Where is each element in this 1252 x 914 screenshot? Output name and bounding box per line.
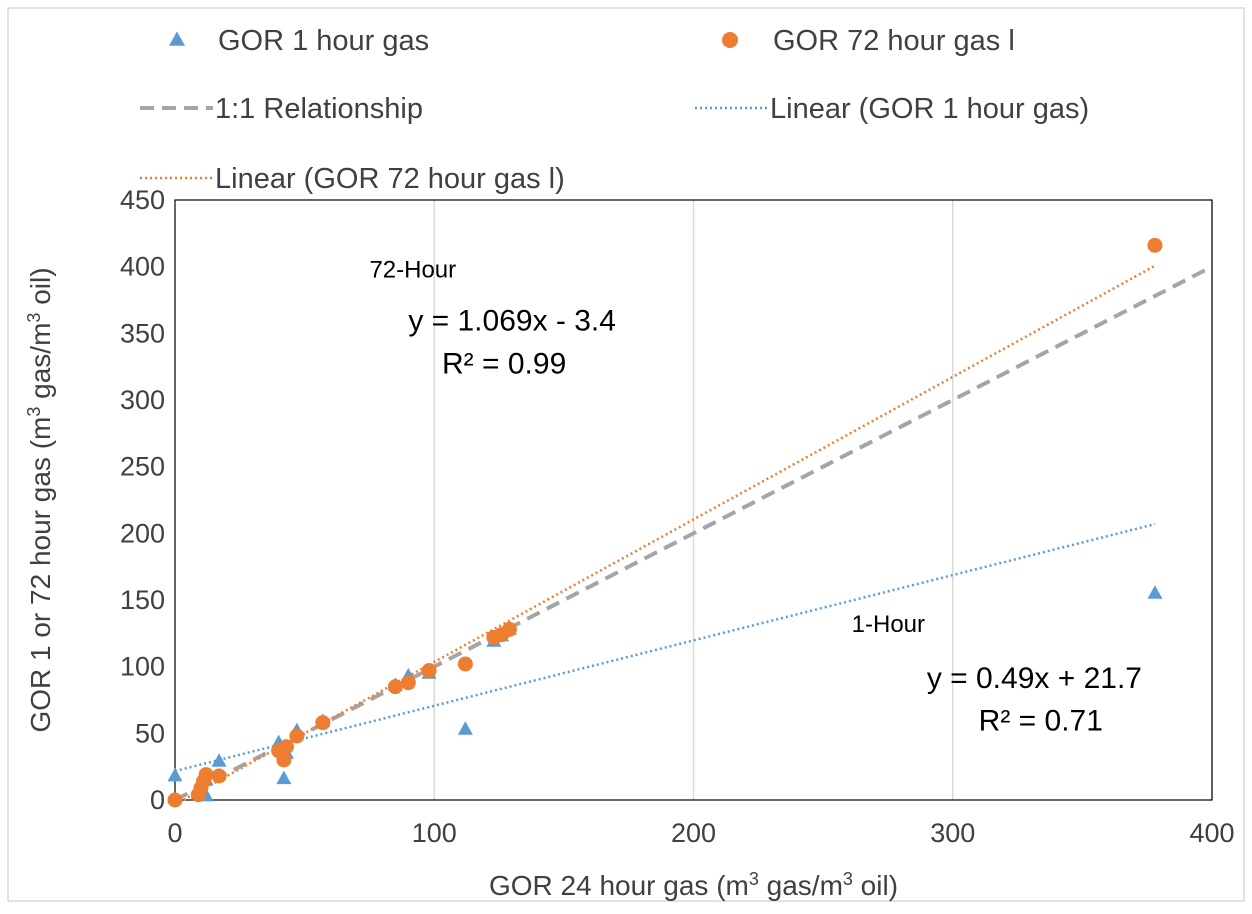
point-72-hour bbox=[289, 728, 305, 744]
legend: GOR 1 hour gas GOR 72 hour gas l 1:1 Relat… bbox=[140, 25, 1089, 195]
point-72-hour bbox=[387, 679, 403, 695]
y-tick-label: 50 bbox=[135, 718, 165, 748]
legend-item: Linear (GOR 72 hour gas l) bbox=[140, 163, 565, 195]
legend-triangle-icon bbox=[169, 31, 185, 46]
point-72-hour bbox=[400, 675, 416, 691]
legend-label: GOR 72 hour gas l bbox=[773, 25, 1015, 57]
y-tick-label: 200 bbox=[120, 518, 165, 548]
legend-item: GOR 72 hour gas l bbox=[722, 25, 1015, 57]
x-tick-label: 200 bbox=[671, 818, 716, 848]
legend-item: 1:1 Relationship bbox=[140, 93, 423, 125]
superscript: 3 bbox=[24, 407, 44, 417]
point-1-hour bbox=[1147, 585, 1163, 599]
superscript: 3 bbox=[24, 313, 44, 323]
y-axis-title: GOR 1 or 72 hour gas (m3 gas/m3 oil) bbox=[24, 267, 56, 732]
data-points bbox=[167, 237, 1163, 808]
line-linear-gor-1-hour-gas- bbox=[174, 522, 1156, 773]
point-72-hour bbox=[421, 663, 437, 679]
point-1-hour bbox=[457, 721, 473, 735]
point-72-hour bbox=[167, 792, 183, 808]
y-tick-label: 0 bbox=[150, 785, 165, 815]
point-72-hour bbox=[1147, 237, 1163, 253]
plot-area bbox=[174, 199, 1213, 801]
point-1-hour bbox=[276, 770, 292, 785]
y-tick-label: 250 bbox=[120, 452, 165, 482]
legend-label: Linear (GOR 72 hour gas l) bbox=[215, 163, 565, 195]
y-tick-label: 400 bbox=[120, 252, 165, 282]
axis-title-part: oil) bbox=[25, 267, 56, 312]
point-72-hour bbox=[501, 621, 517, 637]
point-1-hour bbox=[211, 753, 227, 767]
x-axis-title: GOR 24 hour gas (m3 gas/m3 oil) bbox=[489, 869, 898, 901]
legend-label: Linear (GOR 1 hour gas) bbox=[770, 93, 1089, 125]
axes: 0 100 200 300 400 0 50 100 150 200 250 300 350 400 450 bbox=[120, 185, 1235, 848]
point-72-hour bbox=[315, 715, 331, 731]
axis-title-part: oil) bbox=[853, 870, 898, 901]
chart-border bbox=[7, 7, 1245, 902]
point-72-hour bbox=[211, 768, 227, 784]
annotation-label-72: 72-Hour bbox=[369, 256, 456, 283]
annotation-r2-1: R² = 0.71 bbox=[979, 705, 1103, 738]
legend-item: GOR 1 hour gas bbox=[169, 25, 429, 57]
line-1-1-relationship bbox=[174, 264, 1213, 802]
axis-title-part: GOR 24 hour gas (m bbox=[489, 870, 749, 901]
axis-title-part: gas/m bbox=[759, 870, 843, 901]
axis-titles: GOR 24 hour gas (m3 gas/m3 oil)GOR 1 or … bbox=[24, 267, 898, 901]
annotation-r2-72: R² = 0.99 bbox=[442, 347, 566, 380]
annotation-eq-72: y = 1.069x - 3.4 bbox=[408, 305, 616, 338]
y-tick-label: 150 bbox=[120, 585, 165, 615]
point-72-hour bbox=[198, 767, 214, 783]
y-tick-label: 350 bbox=[120, 318, 165, 348]
legend-item: Linear (GOR 1 hour gas) bbox=[695, 93, 1089, 125]
legend-circle-icon bbox=[722, 32, 738, 48]
x-tick-label: 100 bbox=[412, 818, 457, 848]
superscript: 3 bbox=[749, 869, 759, 889]
y-tick-label: 300 bbox=[120, 385, 165, 415]
trend-lines bbox=[174, 264, 1213, 806]
annotation-label-1: 1-Hour bbox=[852, 611, 925, 638]
point-72-hour bbox=[276, 752, 292, 768]
x-tick-label: 400 bbox=[1189, 818, 1234, 848]
x-tick-label: 0 bbox=[167, 818, 182, 848]
point-72-hour bbox=[457, 656, 473, 672]
annotations: 72-Hour y = 1.069x - 3.4 R² = 0.99 1-Houry … bbox=[369, 256, 1142, 737]
axis-title-part: gas/m bbox=[25, 323, 56, 407]
point-72-hour bbox=[278, 739, 294, 755]
y-tick-label: 100 bbox=[120, 652, 165, 682]
axis-title-part: GOR 1 or 72 hour gas (m bbox=[25, 417, 56, 733]
point-1-hour bbox=[167, 767, 183, 782]
legend-label: GOR 1 hour gas bbox=[218, 25, 429, 57]
y-tick-label: 450 bbox=[120, 185, 165, 215]
x-tick-label: 300 bbox=[930, 818, 975, 848]
superscript: 3 bbox=[843, 869, 853, 889]
annotation-eq-1: y = 0.49x + 21.7 bbox=[927, 662, 1142, 695]
line-linear-gor-72-hour-gas-l- bbox=[174, 264, 1156, 806]
legend-label: 1:1 Relationship bbox=[215, 93, 423, 125]
